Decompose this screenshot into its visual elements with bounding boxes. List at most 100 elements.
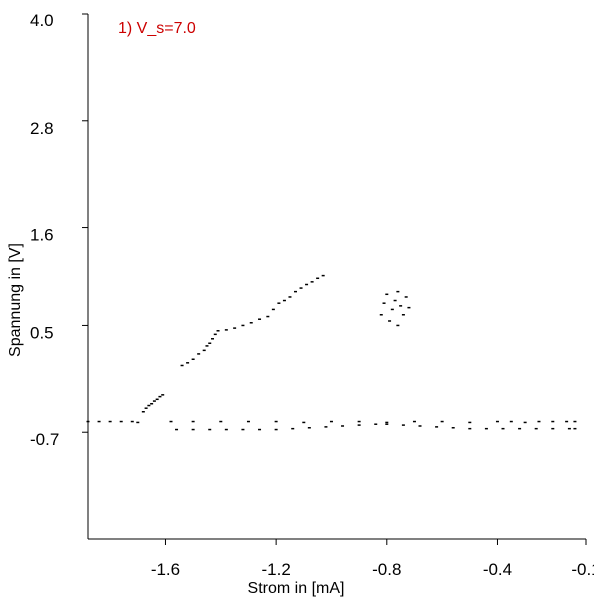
- x-axis-title: Strom in [mA]: [248, 580, 345, 597]
- data-point: [186, 362, 190, 364]
- y-tick-label: 4.0: [30, 11, 54, 30]
- data-point: [246, 420, 250, 423]
- data-point: [551, 427, 555, 430]
- y-axis: 4.0 2.8 1.6 0.5 -0.7: [30, 11, 89, 539]
- data-point: [537, 420, 541, 423]
- x-tick-label: -1.2: [261, 560, 290, 579]
- data-point: [565, 420, 569, 423]
- data-point: [180, 364, 184, 367]
- data-point: [404, 296, 408, 298]
- data-point: [435, 426, 439, 428]
- data-point: [321, 274, 325, 277]
- data-point: [374, 423, 378, 425]
- data-point: [551, 420, 555, 423]
- data-point: [305, 283, 309, 286]
- data-point: [573, 420, 577, 423]
- data-point: [147, 404, 151, 407]
- data-point: [357, 420, 361, 423]
- data-point: [495, 420, 499, 423]
- data-point: [341, 425, 345, 427]
- data-point: [440, 420, 444, 423]
- data-point: [205, 345, 209, 347]
- data-point: [136, 421, 140, 424]
- data-point: [233, 327, 237, 329]
- data-point: [191, 358, 195, 361]
- data-point: [316, 277, 320, 280]
- data-point: [271, 308, 275, 311]
- data-point: [294, 290, 297, 293]
- data-point: [401, 424, 405, 426]
- data-point: [412, 420, 416, 423]
- x-tick-label: -1.6: [151, 560, 180, 579]
- data-point: [108, 420, 112, 423]
- data-point: [208, 428, 212, 431]
- data-point: [329, 420, 333, 423]
- data-point: [382, 302, 386, 304]
- data-point: [144, 407, 148, 409]
- data-point: [141, 411, 145, 413]
- data-point: [396, 290, 400, 293]
- data-point: [258, 318, 262, 320]
- data-point: [224, 428, 228, 431]
- data-point: [523, 421, 527, 424]
- x-axis: -1.6 -1.2 -0.8 -0.4 -0.1: [88, 538, 594, 579]
- data-point: [388, 320, 392, 322]
- data-point: [518, 427, 522, 430]
- data-point: [197, 353, 201, 355]
- data-point: [169, 420, 173, 423]
- x-tick-label: -0.4: [483, 560, 512, 579]
- data-point: [385, 293, 389, 296]
- data-point: [213, 333, 217, 336]
- data-points: [86, 274, 577, 431]
- data-point: [288, 296, 292, 298]
- y-axis-title: Spannung in [V]: [7, 243, 24, 357]
- data-point: [155, 398, 159, 401]
- data-point: [399, 305, 403, 307]
- data-point: [152, 400, 156, 402]
- data-point: [509, 420, 513, 423]
- data-point: [211, 338, 214, 340]
- data-point: [282, 299, 286, 302]
- data-point: [484, 427, 488, 430]
- data-point: [357, 424, 361, 426]
- data-point: [299, 287, 303, 289]
- data-point: [573, 427, 577, 430]
- data-point: [534, 427, 538, 430]
- data-point: [191, 428, 195, 431]
- data-point: [390, 308, 394, 311]
- data-point: [161, 394, 165, 396]
- data-point: [468, 427, 472, 430]
- data-point: [274, 420, 278, 423]
- data-point: [208, 342, 212, 344]
- data-point: [216, 330, 220, 332]
- annotation-label: 1) V_s=7.0: [118, 20, 196, 37]
- data-point: [97, 420, 101, 423]
- y-tick-label: 1.6: [30, 226, 54, 245]
- data-point: [258, 428, 262, 431]
- x-tick-label: -0.1: [571, 560, 594, 579]
- data-point: [385, 421, 389, 424]
- data-point: [249, 322, 253, 324]
- data-point: [310, 281, 314, 283]
- data-point: [224, 329, 228, 331]
- data-point: [379, 314, 383, 316]
- data-point: [401, 314, 405, 316]
- data-point: [175, 428, 179, 431]
- data-point: [324, 426, 328, 428]
- data-point: [274, 428, 278, 431]
- data-point: [291, 427, 295, 430]
- data-point: [86, 420, 90, 423]
- data-point: [158, 395, 162, 398]
- data-point: [241, 324, 245, 327]
- data-point: [266, 315, 270, 318]
- data-point: [150, 402, 154, 405]
- data-point: [501, 427, 505, 430]
- data-point: [202, 349, 206, 352]
- data-point: [130, 420, 134, 423]
- data-point: [468, 421, 472, 424]
- data-point: [119, 420, 123, 423]
- data-point: [567, 427, 571, 430]
- y-tick-label: 2.8: [30, 119, 54, 138]
- data-point: [396, 324, 400, 327]
